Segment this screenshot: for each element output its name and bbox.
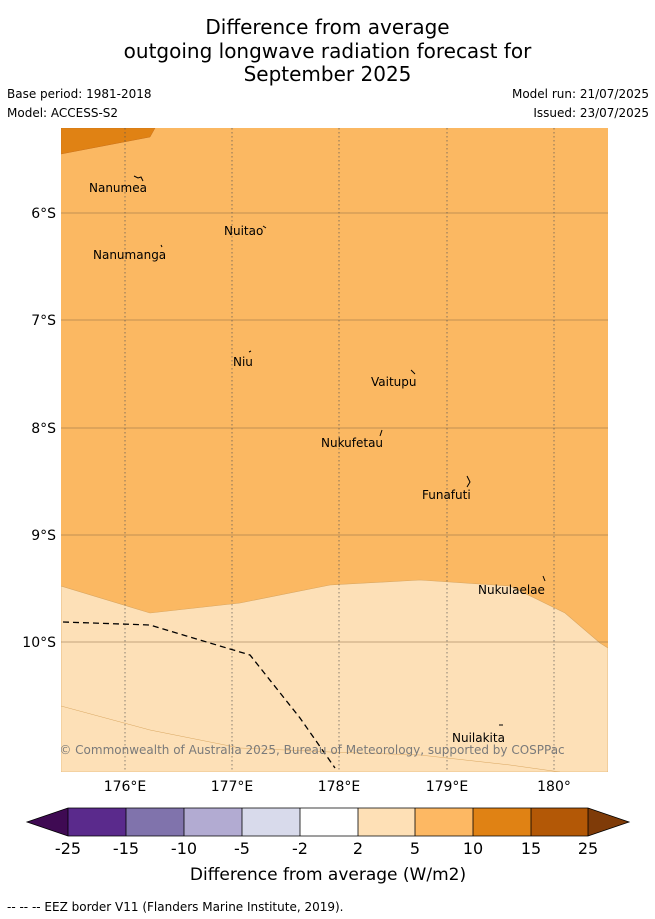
colorbar-tick-label: 25 xyxy=(578,839,598,858)
title-line-3: September 2025 xyxy=(243,62,412,86)
colorbar-tick-label: -2 xyxy=(292,839,308,858)
place-label: Nanumanga xyxy=(93,248,166,262)
place-label: Nuitao xyxy=(224,224,263,238)
title-line-1: Difference from average xyxy=(205,15,450,39)
place-label: Niu xyxy=(233,355,253,369)
place-label: Nukufetau xyxy=(321,436,383,450)
colorbar-segment xyxy=(300,808,358,836)
place-label: Funafuti xyxy=(422,488,471,502)
lon-tick-label: 179°E xyxy=(426,779,469,795)
lon-tick-label: 180° xyxy=(537,779,571,795)
place-label: Nuilakita xyxy=(452,731,505,745)
place-label: Nanumea xyxy=(89,181,147,195)
region-10-to-15 xyxy=(61,128,156,155)
meridians xyxy=(124,128,555,772)
lon-tick-label: 176°E xyxy=(104,779,147,795)
issued-date: Issued: 23/07/2025 xyxy=(533,106,649,120)
island-niu xyxy=(248,350,252,353)
colorbar-tick-label: 5 xyxy=(410,839,420,858)
model-run: Model run: 21/07/2025 xyxy=(511,87,649,101)
lon-axis-labels: 176°E 177°E 178°E 179°E 180° xyxy=(104,779,571,795)
colorbar-segment xyxy=(358,808,415,836)
colorbar-dividers xyxy=(67,808,589,836)
colorbar-segment xyxy=(242,808,300,836)
island-funafuti xyxy=(466,475,471,488)
island-nanumea xyxy=(133,175,144,182)
place-label: Nukulaelae xyxy=(478,583,545,597)
place-label: Vaitupu xyxy=(371,375,417,389)
island-nukulaelae xyxy=(542,575,546,582)
gridlines xyxy=(61,212,608,643)
colorbar: -25 -15 -10 -5 -2 2 5 10 15 25 Differenc… xyxy=(25,807,631,885)
colorbar-segment xyxy=(473,808,531,836)
colorbar-segment xyxy=(531,808,588,836)
eez-footnote: -- -- -- EEZ border V11 (Flanders Marine… xyxy=(7,900,344,914)
colorbar-extend-low xyxy=(27,808,68,836)
island-outlines xyxy=(133,175,546,726)
colorbar-tick-label: 15 xyxy=(521,839,541,858)
colorbar-tick-label: 2 xyxy=(353,839,363,858)
colorbar-segment xyxy=(415,808,473,836)
colorbar-extend-high xyxy=(588,808,629,836)
place-labels: Nanumea Nuitao Nanumanga Niu Vaitupu Nuk… xyxy=(89,181,545,745)
island-nuitao xyxy=(262,225,267,229)
colorbar-segment xyxy=(184,808,242,836)
lat-tick-label: 6°S xyxy=(31,206,56,222)
colorbar-segment xyxy=(126,808,184,836)
colorbar-tick-label: -25 xyxy=(55,839,81,858)
island-vaitupu xyxy=(410,369,416,375)
colorbar-segment xyxy=(68,808,126,836)
copyright-notice: © Commonwealth of Australia 2025, Bureau… xyxy=(59,743,564,757)
lon-tick-label: 178°E xyxy=(318,779,361,795)
lat-tick-label: 8°S xyxy=(31,421,56,437)
chart-title: Difference from average outgoing longwav… xyxy=(0,15,655,87)
lat-tick-label: 7°S xyxy=(31,313,56,329)
model-name: Model: ACCESS-S2 xyxy=(7,106,119,120)
colorbar-label: Difference from average (W/m2) xyxy=(190,865,466,885)
colorbar-tick-label: 10 xyxy=(463,839,483,858)
base-period: Base period: 1981-2018 xyxy=(7,87,152,101)
colorbar-tick-label: -10 xyxy=(171,839,197,858)
region-2-to-5-south xyxy=(61,705,561,772)
colorbar-tick-label: -5 xyxy=(234,839,250,858)
anomaly-field xyxy=(61,128,608,772)
colorbar-tick-label: -15 xyxy=(113,839,139,858)
eez-border xyxy=(62,621,336,769)
lat-tick-label: 10°S xyxy=(22,635,56,651)
lat-axis-labels: 6°S 7°S 8°S 9°S 10°S xyxy=(22,206,56,651)
island-nanumanga xyxy=(160,244,163,248)
lon-tick-label: 177°E xyxy=(211,779,254,795)
lat-tick-label: 9°S xyxy=(31,528,56,544)
title-line-2: outgoing longwave radiation forecast for xyxy=(123,38,532,63)
island-nukufetau xyxy=(379,429,383,437)
colorbar-ticks: -25 -15 -10 -5 -2 2 5 10 15 25 xyxy=(55,839,598,858)
region-2-to-5 xyxy=(61,579,608,772)
